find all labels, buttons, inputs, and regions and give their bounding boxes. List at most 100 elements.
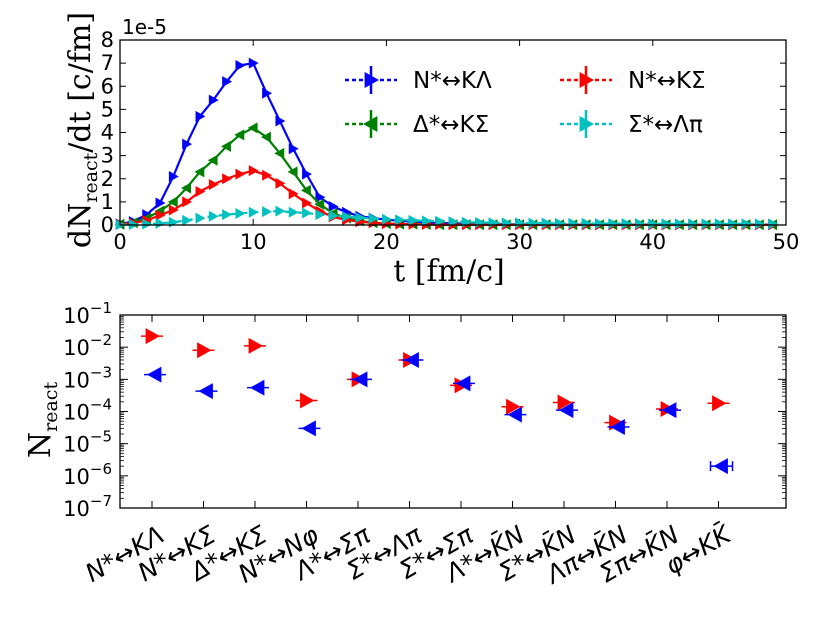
legend-label: Δ*↔KΣ	[413, 112, 489, 138]
series-marker	[314, 198, 325, 210]
data-point	[197, 342, 212, 359]
series-marker	[262, 206, 273, 218]
top-legend: N*↔KΛ N*↔KΣ Δ*↔KΣ Σ*↔Λπ	[345, 66, 706, 138]
top-y-multiplier: 1e-5	[122, 15, 167, 39]
series-marker	[608, 218, 619, 230]
series-marker	[234, 129, 245, 141]
top-y-axis-label: dNreact/dt [c/fm]	[63, 12, 102, 248]
series-marker	[195, 185, 206, 197]
series-marker	[528, 217, 539, 229]
series-marker	[541, 217, 552, 229]
data-point	[404, 351, 419, 368]
series-marker	[595, 218, 606, 230]
series-marker	[155, 197, 166, 209]
legend-marker	[579, 72, 594, 88]
data-point	[145, 328, 160, 345]
series-marker	[701, 218, 712, 230]
series-marker	[155, 217, 166, 229]
series-marker	[247, 122, 258, 134]
series-marker	[435, 215, 446, 227]
series-marker	[635, 218, 645, 230]
series-marker	[275, 115, 286, 127]
bottom-y-tick-label: 10−1	[63, 299, 112, 328]
top-y-tick-label: 8	[101, 28, 114, 52]
series-marker	[262, 87, 273, 99]
series-marker	[155, 209, 166, 221]
series-marker	[275, 177, 286, 189]
series-marker	[328, 210, 339, 222]
series-marker	[208, 210, 219, 222]
series-marker	[208, 179, 219, 191]
series-marker	[208, 94, 219, 106]
top-y-tick-label: 2	[101, 167, 114, 191]
series-marker	[342, 211, 352, 223]
data-point	[147, 366, 162, 383]
data-point	[198, 383, 213, 400]
series-marker	[395, 214, 406, 226]
series-marker	[248, 57, 259, 69]
top-y-tick-label: 1	[101, 190, 114, 214]
legend-marker	[364, 72, 379, 88]
top-x-tick-label: 0	[113, 230, 126, 254]
series-marker	[408, 214, 419, 226]
legend-label: N*↔KΛ	[413, 68, 492, 94]
series-marker	[768, 218, 779, 230]
series-marker	[382, 213, 392, 225]
top-y-tick-label: 5	[101, 97, 114, 121]
data-point	[300, 392, 315, 409]
series-marker	[222, 173, 233, 185]
top-x-tick-label: 20	[373, 230, 400, 254]
series-marker	[274, 147, 285, 159]
series-marker	[207, 154, 218, 166]
top-plot-frame	[119, 39, 787, 226]
top-x-tick-label: 10	[240, 230, 267, 254]
series-marker	[568, 217, 579, 229]
series-marker	[675, 218, 685, 230]
series-marker	[728, 218, 739, 230]
series-marker	[661, 218, 672, 230]
bottom-y-tick-label: 10−7	[63, 492, 112, 521]
series-marker	[168, 170, 179, 182]
bottom-panel: Nreact 10−1 10−2 10−3 10−4 10−5 10−6 10−7 N*↔K…	[23, 299, 787, 590]
bottom-ticks: 10−1 10−2 10−3 10−4 10−5 10−6 10−7	[63, 299, 786, 521]
top-y-tick-label: 6	[101, 74, 114, 98]
series-marker	[302, 207, 312, 219]
legend-marker	[363, 116, 378, 132]
top-y-tick-label: 7	[101, 51, 114, 75]
top-panel: 1e-5 dNreact/dt [c/fm] 0 10 20 30 40 50012345…	[63, 12, 799, 289]
series-marker	[302, 168, 312, 180]
data-point	[301, 420, 316, 437]
bottom-plot-frame	[119, 314, 787, 509]
bottom-y-tick-label: 10−4	[63, 396, 112, 425]
bottom-series	[141, 328, 734, 475]
series-marker	[315, 209, 326, 221]
series-marker	[182, 196, 193, 208]
data-point	[507, 406, 522, 423]
data-point	[250, 379, 265, 396]
bottom-category-labels: N*↔KΛN*↔KΣΔ*↔KΣN*↔NφΛ*↔ΣπΣ*↔ΛπΣ*↔ΣπΛ*↔K̄…	[80, 518, 737, 590]
data-point	[713, 458, 728, 475]
data-point	[248, 337, 263, 354]
top-x-tick-label: 30	[506, 230, 533, 254]
bottom-y-tick-label: 10−3	[63, 363, 112, 392]
top-y-tick-label: 3	[101, 144, 114, 168]
series-marker	[222, 76, 233, 88]
series-marker	[194, 166, 205, 178]
series-marker	[195, 110, 206, 122]
series-marker	[715, 218, 725, 230]
series-marker	[168, 216, 179, 228]
series-marker	[182, 138, 193, 150]
series-marker	[754, 218, 765, 230]
series-marker	[182, 214, 193, 226]
series-marker	[741, 218, 752, 230]
data-point	[456, 375, 471, 392]
legend-label: Σ*↔Λπ	[628, 112, 703, 138]
series-marker	[167, 196, 178, 208]
series-marker	[421, 215, 432, 227]
series-marker	[288, 143, 299, 155]
data-point	[506, 398, 521, 415]
top-x-tick-label: 50	[773, 230, 800, 254]
legend-label: N*↔KΣ	[628, 68, 706, 94]
